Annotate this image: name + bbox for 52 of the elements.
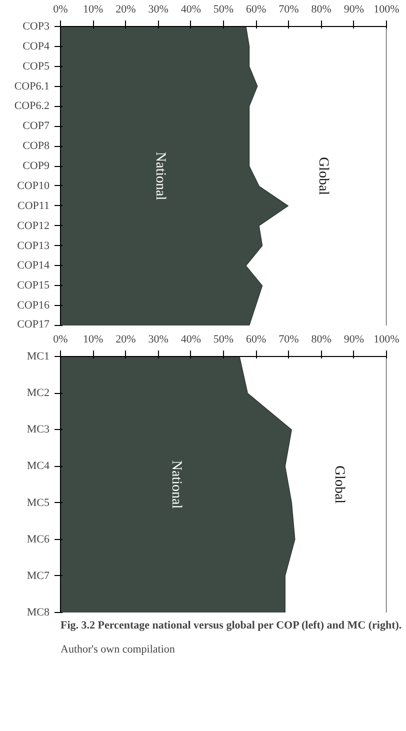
text: Author's own compilation [60, 644, 176, 656]
y-tick-label: COP8 [22, 140, 50, 152]
x-tick-label: 10% [83, 334, 104, 346]
x-tick-label: 60% [246, 4, 266, 16]
x-tick-label: 20% [116, 334, 136, 346]
series-label: National [152, 152, 168, 200]
x-tick-label: 90% [344, 4, 364, 16]
caption: Fig. 3.2 Percentage national versus global per COP (left) and MC (right). [60, 620, 402, 632]
y-tick-label: MC4 [26, 460, 50, 472]
y-tick-label: COP12 [17, 220, 50, 232]
x-tick-label: 0% [53, 4, 68, 16]
y-tick-label: MC2 [26, 387, 50, 400]
series-label: Global [315, 156, 330, 196]
y-tick-label: MC6 [26, 533, 50, 546]
y-tick-label: COP10 [17, 180, 50, 192]
x-tick-label: 70% [278, 334, 299, 346]
x-tick-label: 50% [213, 4, 234, 16]
y-tick-label: COP9 [22, 160, 50, 172]
y-tick-label: MC5 [26, 496, 50, 509]
x-tick-label: 80% [311, 4, 332, 16]
x-tick-label: 20% [116, 4, 136, 16]
x-tick-label: 10% [83, 4, 104, 16]
y-tick-label: COP13 [17, 240, 50, 252]
x-tick-label: 30% [148, 4, 168, 16]
y-tick-label: MC1 [26, 350, 50, 362]
y-tick-label: COP15 [17, 280, 50, 292]
y-tick-label: COP6.2 [14, 100, 50, 112]
series-label: National [168, 460, 184, 509]
y-tick-label: COP4 [22, 40, 50, 52]
y-tick-label: COP14 [17, 260, 50, 272]
y-tick-label: COP17 [17, 318, 50, 330]
y-tick-label: MC8 [26, 606, 50, 618]
y-tick-label: MC3 [26, 424, 50, 436]
x-tick-label: 70% [278, 4, 299, 16]
x-tick-label: 40% [180, 4, 201, 16]
x-tick-label: 0% [53, 334, 68, 346]
x-tick-label: 90% [344, 334, 364, 346]
y-tick-label: COP11 [18, 200, 50, 212]
x-tick-label: 60% [246, 334, 266, 346]
x-tick-label: 30% [148, 334, 168, 346]
y-tick-label: MC7 [26, 570, 50, 582]
x-tick-label: 100% [374, 4, 400, 16]
y-tick-label: COP5 [22, 60, 50, 72]
series-label: Global [332, 465, 347, 504]
y-tick-label: COP3 [22, 20, 50, 32]
x-tick-label: 50% [213, 334, 234, 346]
x-tick-label: 40% [180, 334, 201, 346]
x-tick-label: 100% [374, 334, 400, 346]
y-tick-label: COP6.1 [14, 80, 50, 92]
x-tick-label: 80% [311, 334, 332, 346]
y-tick-label: COP16 [17, 300, 50, 312]
y-tick-label: COP7 [22, 120, 50, 132]
